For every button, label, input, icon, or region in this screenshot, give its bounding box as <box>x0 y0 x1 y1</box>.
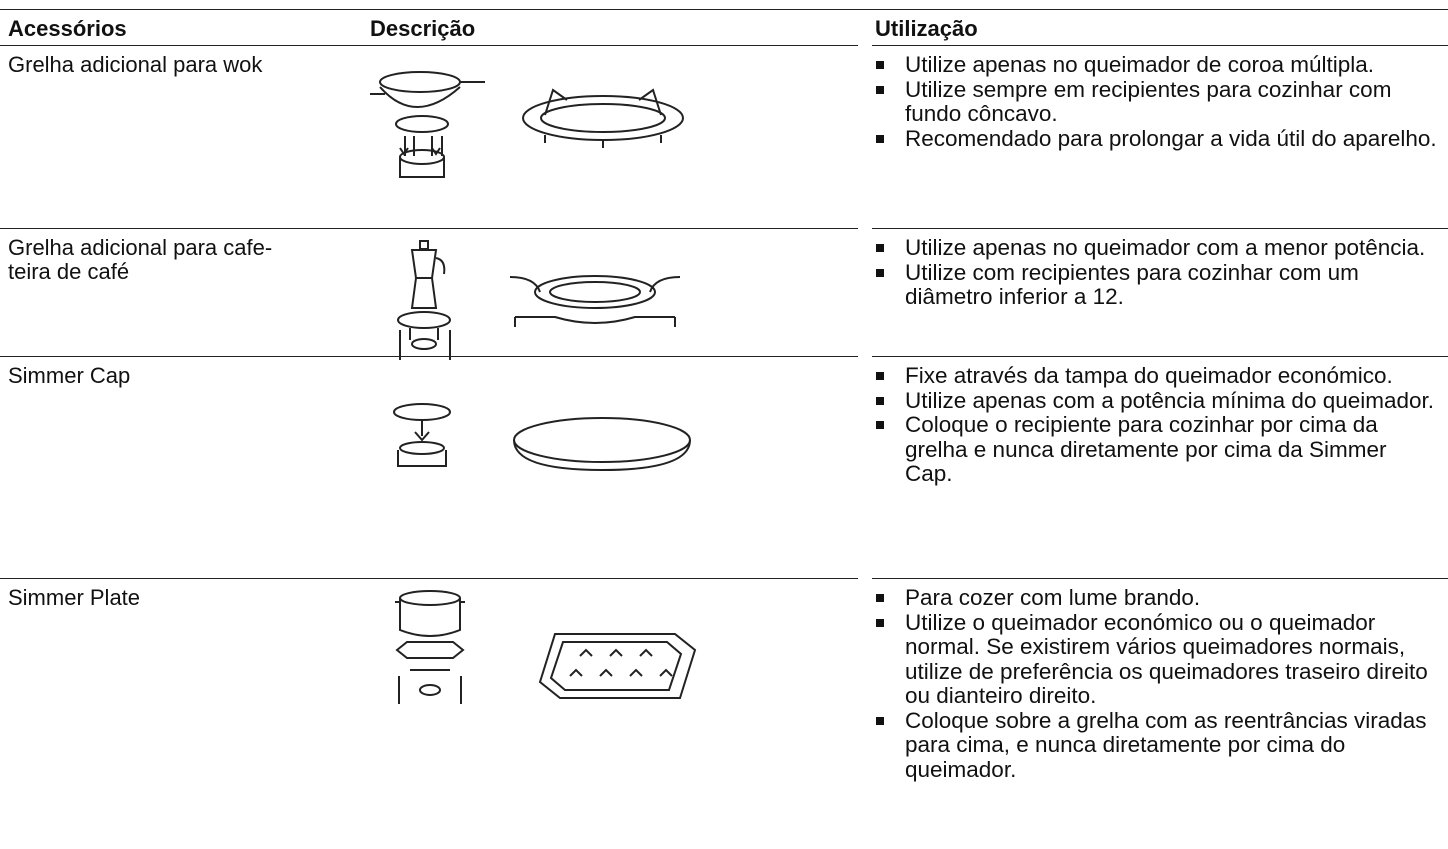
name-line: Simmer Plate <box>8 585 141 610</box>
rule <box>0 45 858 46</box>
cap-illustration <box>393 403 451 467</box>
accessory-name: Grelha adicional para cafe-teira de café <box>8 236 272 284</box>
usage-item: Utilize apenas com a potência mínima do … <box>875 388 1437 414</box>
usage-item: Recomendado para prolongar a vida útil d… <box>875 126 1437 152</box>
usage-item: Utilize com recipientes para cozinhar co… <box>875 260 1437 310</box>
plate-illustration <box>538 633 697 699</box>
cap-disc-illustration <box>513 417 691 472</box>
rule <box>0 356 858 357</box>
name-line: Grelha adicional para cafe- <box>8 235 273 260</box>
name-line: teira de café <box>8 259 130 284</box>
rule <box>872 228 1448 229</box>
rule <box>0 578 858 579</box>
accessory-name: Grelha adicional para wok <box>8 53 262 77</box>
usage-item: Coloque o recipiente para cozinhar por c… <box>875 412 1437 487</box>
name-line: Grelha adicional para wok <box>8 52 263 77</box>
rule <box>872 45 1448 46</box>
rule <box>872 356 1448 357</box>
accessory-name: Simmer Cap <box>8 364 130 388</box>
header: Acessórios <box>8 16 127 41</box>
name-line: Simmer Cap <box>8 363 131 388</box>
usage-item: Utilize o queimador económico ou o queim… <box>875 610 1437 709</box>
header: Utilização <box>875 16 978 41</box>
usage-list: Fixe através da tampa do queimador econó… <box>875 363 1437 487</box>
coffee-illustration <box>397 240 451 360</box>
accessory-name: Simmer Plate <box>8 586 140 610</box>
usage-item: Fixe através da tampa do queimador econó… <box>875 363 1437 389</box>
usage-list: Utilize apenas no queimador com a menor … <box>875 235 1437 310</box>
header: Descrição <box>370 16 476 41</box>
wok-illustration <box>370 71 485 178</box>
usage-item: Utilize apenas no queimador de coroa múl… <box>875 52 1437 78</box>
pot-illustration <box>395 590 465 704</box>
usage-item: Para cozer com lume brando. <box>875 585 1437 611</box>
usage-list: Utilize apenas no queimador de coroa múl… <box>875 52 1437 152</box>
rule <box>872 578 1448 579</box>
usage-list: Para cozer com lume brando. Utilize o que… <box>875 585 1437 783</box>
usage-item: Coloque sobre a grelha com as reentrânci… <box>875 708 1437 783</box>
usage-item: Utilize apenas no queimador com a menor … <box>875 235 1437 261</box>
rule <box>0 9 1448 10</box>
rule <box>0 228 858 229</box>
wok-ring-illustration <box>522 88 684 148</box>
coffee-ring-illustration <box>509 275 681 327</box>
usage-item: Utilize sempre em recipientes para cozin… <box>875 77 1437 127</box>
